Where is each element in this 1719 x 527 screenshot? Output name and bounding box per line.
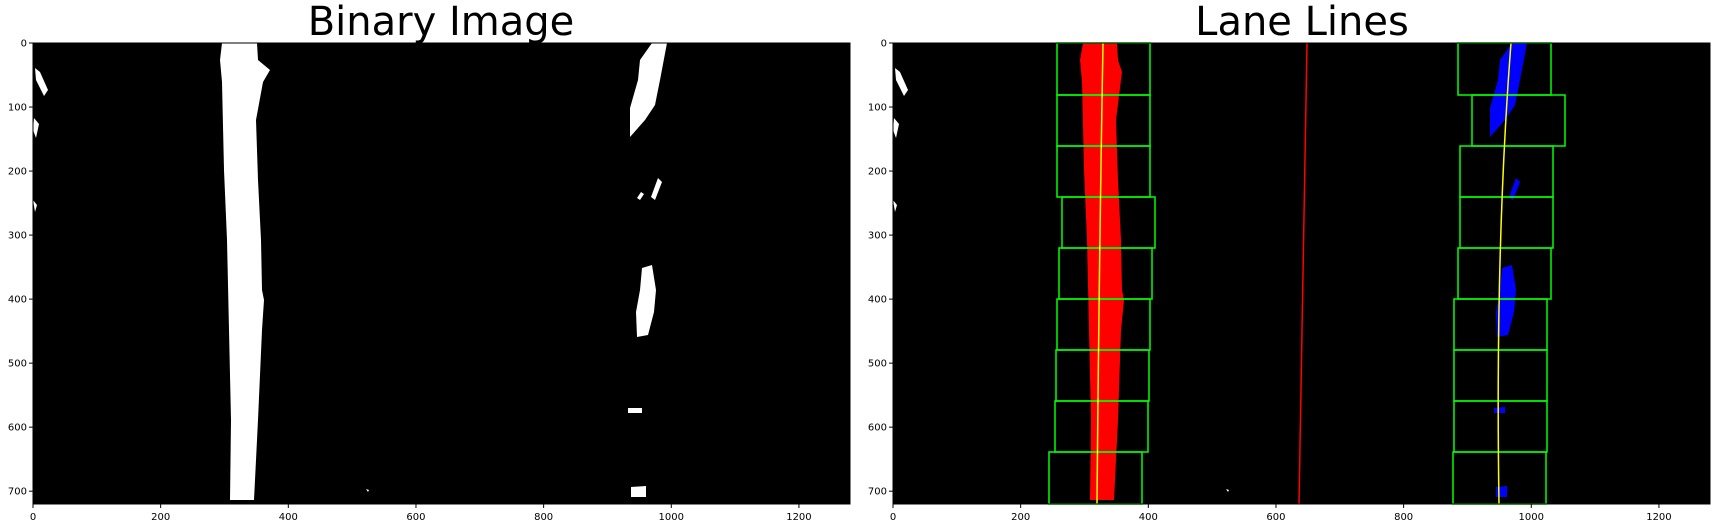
y-tick-label: 200 [8,167,27,178]
fitted-lanes [1096,42,1512,505]
axes-frame [892,42,1711,505]
y-tick-label: 200 [868,167,887,178]
axes: 0 200 400 600 800 1000 1200 0 100 200 300 400 500 600… [8,39,851,523]
left-lane-blob [220,43,270,500]
right-lane-blob-mid [1496,265,1516,337]
left-fit-line [1096,42,1104,505]
binary-lane-pixels [33,43,667,500]
left-lane-pixels [1080,43,1124,500]
x-tick-label: 800 [534,512,553,523]
y-tick-label: 700 [868,487,887,498]
lane-lines-plot: 0 200 400 600 800 1000 1200 0 100 200 300 400 500 600… [868,39,1711,523]
edge-speck [35,68,48,96]
y-tick-label: 300 [8,231,27,242]
y-tick-label: 700 [8,487,27,498]
binary-image-panel: Binary Image 0 200 400 600 800 1000 1200 0 100 20… [8,0,851,523]
x-tick-label: 800 [1394,512,1413,523]
y-tick-label: 500 [8,359,27,370]
x-tick-label: 1200 [1646,512,1671,523]
right-lane-blob-top [1490,43,1527,137]
y-tick-label: 0 [881,39,887,50]
right-lane-blob-top [630,43,667,137]
right-lane-fleck [631,486,646,497]
image-area [893,43,1710,504]
x-tick-label: 400 [1139,512,1158,523]
y-tick-label: 500 [868,359,887,370]
edge-speck [33,200,37,212]
image-area [33,43,850,504]
y-tick-label: 100 [8,103,27,114]
x-tick-label: 400 [279,512,298,523]
right-lane-fleck [637,192,644,200]
x-tick-label: 1000 [659,512,684,523]
y-tick-label: 400 [868,295,887,306]
x-tick-label: 600 [406,512,425,523]
binary-image-plot: 0 200 400 600 800 1000 1200 0 100 200 300 400 500 600… [8,39,851,523]
x-tick-label: 0 [890,512,896,523]
y-tick-label: 300 [868,231,887,242]
sliding-windows [1048,42,1566,505]
x-tick-label: 600 [1266,512,1285,523]
x-tick-label: 1000 [1519,512,1544,523]
edge-speck [893,200,897,212]
right-fit-line [1497,42,1512,505]
edge-speck [366,489,369,492]
right-lane-fleck [1494,407,1505,413]
edge-speck [895,68,908,96]
panel-title: Binary Image [307,0,575,45]
right-lane-fleck [1496,486,1507,497]
edge-speck [1226,489,1229,492]
axes: 0 200 400 600 800 1000 1200 0 100 200 300 400 500 600… [868,39,1711,523]
x-tick-label: 200 [151,512,170,523]
lane-white-specks [893,68,1229,492]
x-tick-label: 200 [1011,512,1030,523]
y-tick-label: 0 [21,39,27,50]
right-lane-fleck [651,178,662,200]
y-tick-label: 400 [8,295,27,306]
right-lane-pixels [1490,43,1527,497]
right-lane-fleck [1509,178,1520,200]
right-lane-blob-mid [636,265,656,337]
edge-speck [33,118,39,138]
x-tick-label: 0 [30,512,36,523]
lane-center-line [1298,42,1308,505]
y-tick-label: 100 [868,103,887,114]
lane-lines-panel: Lane Lines [859,0,1719,527]
right-lane-fleck [628,408,642,413]
x-tick-label: 1200 [786,512,811,523]
edge-speck [893,118,899,138]
y-tick-label: 600 [8,423,27,434]
axes-frame [32,42,851,505]
y-tick-label: 600 [868,423,887,434]
panel-title: Lane Lines [1195,0,1409,45]
